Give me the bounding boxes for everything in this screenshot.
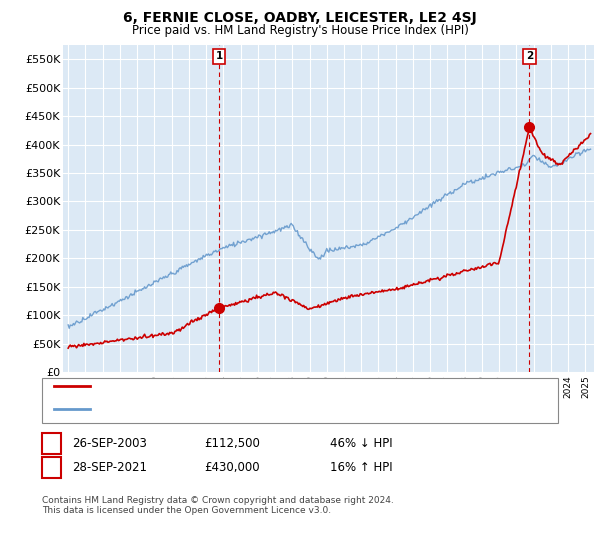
Text: 16% ↑ HPI: 16% ↑ HPI — [330, 461, 392, 474]
Text: 28-SEP-2021: 28-SEP-2021 — [72, 461, 147, 474]
Text: 6, FERNIE CLOSE, OADBY, LEICESTER, LE2 4SJ: 6, FERNIE CLOSE, OADBY, LEICESTER, LE2 4… — [123, 11, 477, 25]
Text: 2: 2 — [526, 52, 533, 61]
Text: 2: 2 — [48, 463, 55, 473]
Text: 46% ↓ HPI: 46% ↓ HPI — [330, 437, 392, 450]
Text: 26-SEP-2003: 26-SEP-2003 — [72, 437, 147, 450]
Text: 1: 1 — [48, 438, 55, 449]
Text: £430,000: £430,000 — [204, 461, 260, 474]
Text: £112,500: £112,500 — [204, 437, 260, 450]
Text: HPI: Average price, detached house, Oadby and Wigston: HPI: Average price, detached house, Oadb… — [96, 404, 391, 414]
Text: 6, FERNIE CLOSE, OADBY, LEICESTER, LE2 4SJ (detached house): 6, FERNIE CLOSE, OADBY, LEICESTER, LE2 4… — [96, 381, 428, 391]
Text: 1: 1 — [215, 52, 223, 61]
Text: Contains HM Land Registry data © Crown copyright and database right 2024.
This d: Contains HM Land Registry data © Crown c… — [42, 496, 394, 515]
Text: Price paid vs. HM Land Registry's House Price Index (HPI): Price paid vs. HM Land Registry's House … — [131, 24, 469, 36]
